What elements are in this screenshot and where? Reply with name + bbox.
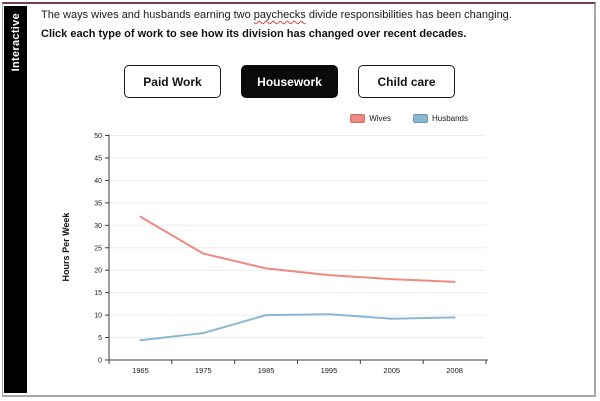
misspelled-word: paychecks bbox=[253, 9, 306, 21]
intro-text-start: The ways wives and husbands earning two bbox=[41, 9, 254, 21]
wives-swatch bbox=[350, 114, 366, 123]
y-tick-label: 45 bbox=[94, 155, 102, 162]
x-tick-label: 1995 bbox=[321, 366, 338, 375]
legend-item-husbands: Husbands bbox=[412, 114, 468, 123]
wives-legend-label: Wives bbox=[369, 114, 391, 123]
y-tick-label: 0 bbox=[98, 358, 102, 365]
tab-housework[interactable]: Housework bbox=[241, 65, 338, 98]
sidebar-label: Interactive bbox=[9, 13, 22, 72]
tab-paid-work[interactable]: Paid Work bbox=[124, 65, 221, 98]
line-husbands bbox=[139, 313, 456, 342]
housework-line-chart: 0 5 10 15 20 25 30 35 40 45 50 1965 1975 1985 1995 2005… bbox=[61, 133, 488, 375]
y-tick-label: 25 bbox=[94, 245, 102, 252]
x-tick-label: 1985 bbox=[258, 366, 275, 375]
y-axis-title: Hours Per Week bbox=[61, 212, 71, 282]
tab-child-care[interactable]: Child care bbox=[358, 65, 455, 98]
legend-item-wives: Wives bbox=[350, 114, 391, 123]
work-type-tabs: Paid Work Housework Child care bbox=[124, 65, 455, 98]
y-tick-label: 10 bbox=[94, 313, 102, 320]
y-tick-label: 40 bbox=[94, 178, 102, 185]
y-tick-label: 30 bbox=[94, 223, 102, 230]
intro-text: The ways wives and husbands earning two … bbox=[41, 9, 581, 21]
y-tick-label: 5 bbox=[98, 335, 102, 342]
husbands-swatch bbox=[412, 114, 428, 123]
instruction-text: Click each type of work to see how its d… bbox=[41, 28, 467, 40]
husbands-legend-label: Husbands bbox=[431, 114, 468, 123]
x-tick-label: 1965 bbox=[132, 366, 149, 375]
chart-legend: Wives Husbands bbox=[350, 114, 468, 123]
intro-text-end: divide responsibilities has been changin… bbox=[305, 9, 512, 21]
sidebar: Interactive bbox=[4, 6, 27, 393]
line-wives bbox=[139, 215, 456, 283]
x-tick-label: 2005 bbox=[383, 366, 400, 375]
y-tick-label: 50 bbox=[94, 133, 102, 140]
y-tick-label: 35 bbox=[94, 200, 102, 207]
y-tick-label: 20 bbox=[94, 268, 102, 275]
interactive-card: Interactive The ways wives and husbands … bbox=[2, 2, 596, 397]
y-tick-label: 15 bbox=[94, 290, 102, 297]
x-tick-label: 2008 bbox=[446, 366, 463, 375]
x-tick-label: 1975 bbox=[195, 366, 212, 375]
